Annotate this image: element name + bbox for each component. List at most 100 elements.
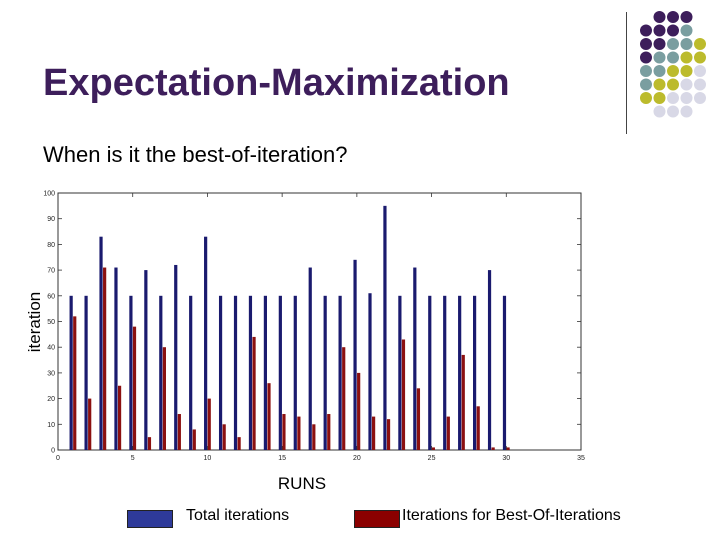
total-iterations-bar <box>248 295 253 450</box>
decorative-dot <box>694 65 706 77</box>
best-of-iterations-bar <box>416 388 421 450</box>
y-tick-label: 60 <box>47 293 55 300</box>
best-of-iterations-bar <box>207 398 211 450</box>
decorative-dot <box>653 65 666 77</box>
total-iterations-bar <box>398 295 402 450</box>
total-iterations-bar <box>99 236 103 450</box>
best-of-iterations-bar <box>162 347 166 450</box>
decorative-dot <box>653 51 666 64</box>
decorative-dot <box>667 11 679 23</box>
total-iterations-bar <box>159 295 163 450</box>
decorative-dot <box>653 78 666 91</box>
x-tick-label: 0 <box>56 455 60 462</box>
decorative-dot <box>680 78 693 91</box>
best-of-iterations-bar <box>491 447 495 450</box>
best-of-iterations-bar <box>506 447 510 450</box>
total-iterations-bar <box>293 295 297 450</box>
total-iterations-bar <box>502 295 507 450</box>
best-of-iterations-bar <box>357 372 361 450</box>
total-iterations-bar <box>458 295 462 450</box>
legend-label-best: Iterations for Best-Of-Iterations <box>402 507 621 524</box>
decorative-dot <box>640 92 652 104</box>
decorative-dot <box>680 24 693 37</box>
best-of-iterations-bar <box>297 416 301 450</box>
decorative-divider <box>626 12 627 134</box>
best-of-iterations-bar <box>222 424 226 450</box>
best-of-iterations-bar <box>282 414 286 450</box>
total-iterations-bar <box>413 267 417 450</box>
decorative-dot <box>680 65 693 77</box>
decorative-dot <box>680 51 693 64</box>
decorative-dot <box>653 92 666 104</box>
y-tick-label: 0 <box>51 448 55 455</box>
total-iterations-bar <box>323 295 327 450</box>
decorative-dot <box>667 92 679 104</box>
decorative-dot <box>667 78 679 91</box>
x-tick-label: 10 <box>204 455 212 462</box>
y-tick-label: 50 <box>47 319 55 326</box>
y-tick-label: 40 <box>47 345 55 352</box>
decorative-dot <box>640 24 652 37</box>
best-of-iterations-bar <box>177 414 181 450</box>
best-of-iterations-bar <box>237 437 241 450</box>
total-iterations-bar <box>84 295 88 450</box>
decorative-dot <box>640 65 652 77</box>
x-tick-label: 25 <box>428 455 436 462</box>
x-tick-label: 30 <box>502 455 510 462</box>
total-iterations-bar <box>473 295 477 450</box>
x-tick-label: 20 <box>353 455 361 462</box>
y-tick-label: 90 <box>47 216 55 223</box>
total-iterations-bar <box>189 295 193 450</box>
decorative-dot <box>680 105 693 118</box>
y-tick-label: 20 <box>47 396 55 403</box>
decorative-dot <box>640 51 652 64</box>
decorative-dot <box>680 92 693 104</box>
decorative-dot <box>694 92 706 104</box>
best-of-iterations-bar <box>461 354 465 450</box>
decorative-dot <box>667 105 679 118</box>
best-of-iterations-bar <box>431 447 435 450</box>
best-of-iterations-bar <box>73 316 77 450</box>
decorative-dot <box>653 105 666 118</box>
best-of-iterations-bar <box>386 419 391 450</box>
decorative-dot <box>667 24 679 37</box>
best-of-iterations-bar <box>446 416 450 450</box>
slide-subtitle: When is it the best-of-iteration? <box>43 142 348 167</box>
y-axis-label: iteration <box>25 292 44 352</box>
decorative-dot <box>640 78 652 91</box>
total-iterations-bar <box>114 267 118 450</box>
legend-swatch-best <box>354 510 400 528</box>
best-of-iterations-bar <box>267 383 271 450</box>
slide-title: Expectation-Maximization <box>43 62 510 104</box>
x-tick-label: 5 <box>131 455 135 462</box>
total-iterations-bar <box>338 295 342 450</box>
decorative-dot <box>680 38 693 50</box>
best-of-iterations-bar <box>103 267 107 450</box>
plot-frame <box>57 192 582 451</box>
decorative-dot <box>694 38 706 50</box>
best-of-iterations-bar <box>88 398 92 450</box>
total-iterations-bar <box>308 267 312 450</box>
best-of-iterations-bar <box>372 416 376 450</box>
y-tick-label: 30 <box>47 370 55 377</box>
decorative-dot <box>640 38 652 50</box>
best-of-iterations-bar <box>327 414 331 450</box>
best-of-iterations-bar <box>252 336 256 450</box>
legend-swatch-total <box>127 510 173 528</box>
total-iterations-bar <box>368 293 372 450</box>
decorative-dot <box>680 11 693 23</box>
decorative-dot <box>694 51 706 64</box>
x-axis-label: RUNS <box>278 474 326 493</box>
best-of-iterations-bar <box>132 326 137 450</box>
decorative-dot <box>667 65 679 77</box>
best-of-iterations-bar <box>192 429 196 450</box>
decorative-dot <box>694 78 706 91</box>
total-iterations-bar <box>204 236 208 450</box>
total-iterations-bar <box>353 259 357 450</box>
best-of-iterations-bar <box>312 424 316 450</box>
y-tick-label: 80 <box>47 242 55 249</box>
best-of-iterations-bar <box>147 437 152 450</box>
y-tick-label: 10 <box>47 422 55 429</box>
total-iterations-bar <box>383 205 387 450</box>
